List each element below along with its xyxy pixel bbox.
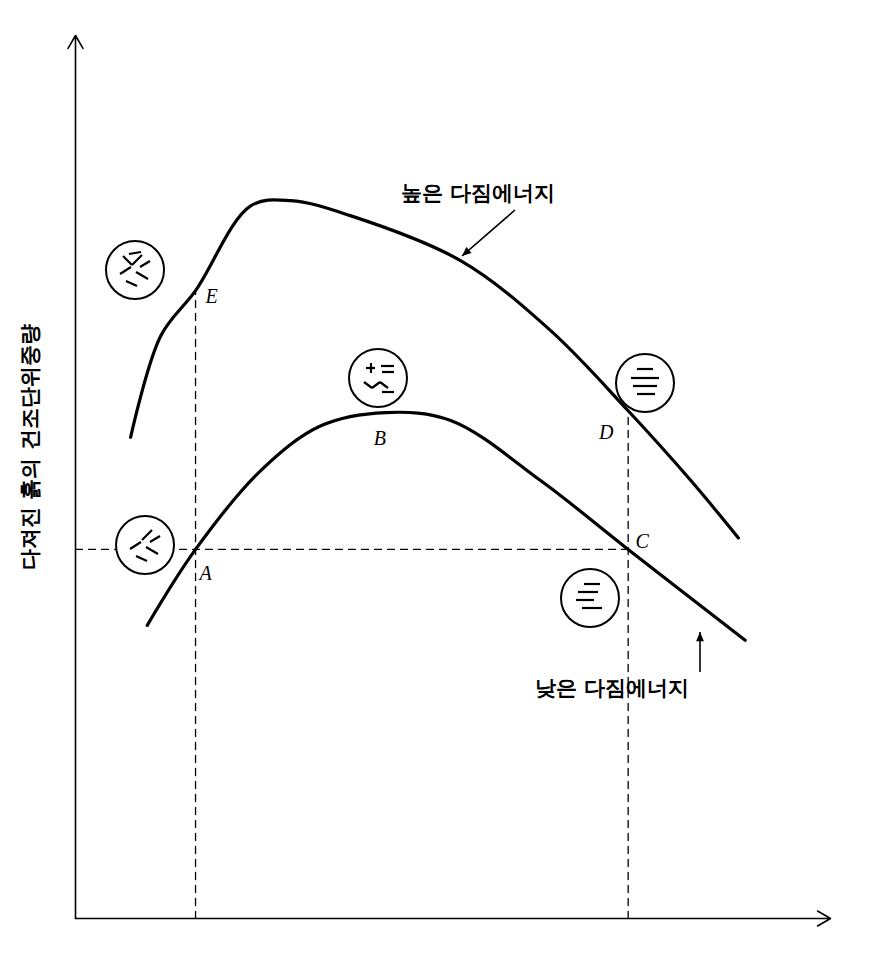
svg-text:다져진 흙의 건조단위중량: 다져진 흙의 건조단위중량 (18, 324, 42, 570)
svg-text:A: A (197, 562, 212, 584)
svg-text:E: E (204, 285, 217, 307)
svg-text:C: C (635, 530, 649, 552)
svg-text:B: B (374, 427, 386, 449)
svg-text:낮은 다짐에너지: 낮은 다짐에너지 (535, 676, 689, 700)
svg-text:D: D (598, 421, 614, 443)
svg-text:높은 다짐에너지: 높은 다짐에너지 (401, 181, 555, 205)
